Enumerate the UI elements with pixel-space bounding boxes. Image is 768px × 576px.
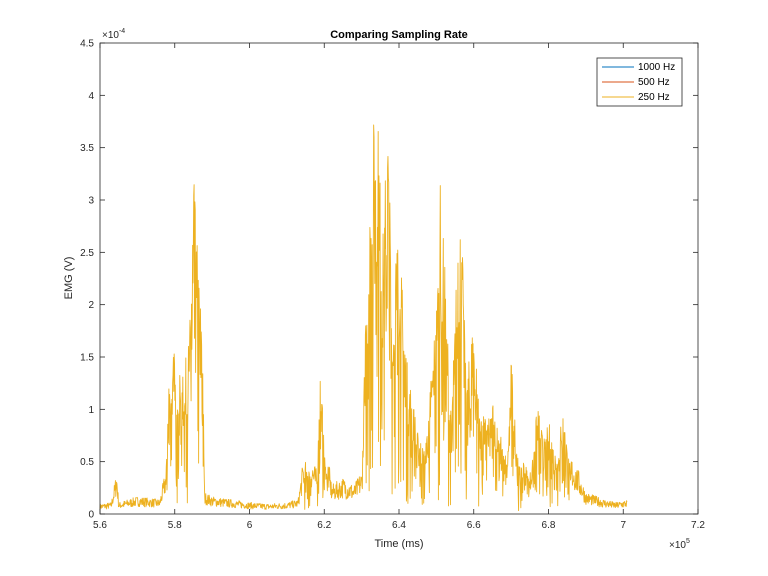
- x-tick-label: 6: [247, 520, 253, 531]
- x-exponent: ×105: [669, 538, 690, 551]
- y-axis-label: EMG (V): [63, 257, 75, 300]
- y-exponent: ×10-4: [102, 28, 125, 41]
- x-tick-label: 7: [620, 520, 626, 531]
- legend-label-250hz: 250 Hz: [638, 92, 670, 103]
- x-tick-label: 6.2: [317, 520, 331, 531]
- y-tick-label: 2.5: [80, 248, 94, 259]
- y-axis: 0 0.5 1 1.5 2 2.5 3 3.5 4 4.5: [80, 39, 698, 521]
- x-tick-label: 6.8: [542, 520, 556, 531]
- x-tick-label: 6.6: [467, 520, 481, 531]
- x-exponent-power: 5: [686, 538, 690, 545]
- x-tick-label: 5.8: [168, 520, 182, 531]
- series-traces: [99, 124, 628, 512]
- series-line-250hz: [99, 124, 628, 512]
- y-tick-label: 0: [88, 510, 94, 521]
- legend-label-500hz: 500 Hz: [638, 77, 670, 88]
- y-tick-label: 4: [88, 91, 94, 102]
- legend-label-1000hz: 1000 Hz: [638, 62, 675, 73]
- y-tick-label: 1: [88, 405, 94, 416]
- y-tick-label: 3.5: [80, 143, 94, 154]
- x-axis-label: Time (ms): [374, 538, 423, 550]
- y-tick-label: 1.5: [80, 353, 94, 364]
- x-tick-label: 5.6: [93, 520, 107, 531]
- x-axis: 5.6 5.8 6 6.2 6.4 6.6 6.8 7 7.2: [93, 43, 705, 531]
- chart-title: Comparing Sampling Rate: [330, 29, 468, 41]
- legend: 1000 Hz 500 Hz 250 Hz: [596, 57, 683, 107]
- y-tick-label: 0.5: [80, 457, 94, 468]
- y-tick-label: 4.5: [80, 39, 94, 50]
- y-tick-label: 2: [88, 300, 94, 311]
- y-exponent-power: -4: [119, 28, 125, 35]
- x-tick-label: 6.4: [392, 520, 406, 531]
- y-exponent-base: ×10: [102, 30, 119, 41]
- x-exponent-base: ×10: [669, 540, 686, 551]
- x-tick-label: 7.2: [691, 520, 705, 531]
- y-tick-label: 3: [88, 196, 94, 207]
